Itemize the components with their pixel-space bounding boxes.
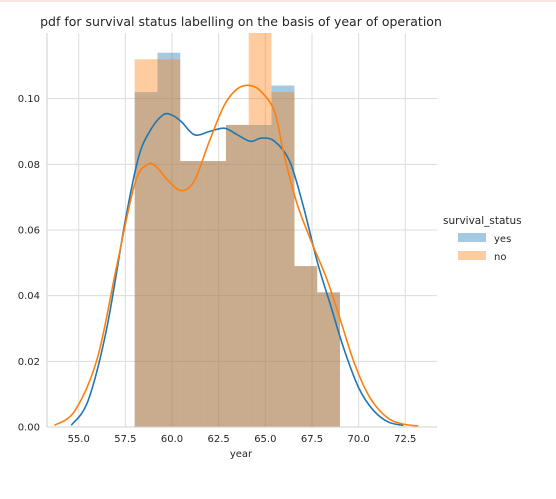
histogram-bar-yes bbox=[134, 92, 158, 427]
histogram-bar-yes bbox=[157, 52, 181, 427]
histogram-bar-no bbox=[157, 59, 181, 428]
histogram-bar-no bbox=[294, 266, 318, 427]
legend-title: survival_status bbox=[443, 215, 522, 227]
y-tick-label: 0.04 bbox=[18, 291, 40, 302]
histogram-bar-no bbox=[225, 124, 249, 427]
axes-frame bbox=[46, 33, 437, 428]
x-tick-label: 72.5 bbox=[394, 434, 416, 445]
x-tick-label: 70.0 bbox=[347, 434, 369, 445]
kde-line-no bbox=[53, 84, 419, 427]
histogram-bar-yes bbox=[317, 292, 340, 427]
histogram-bar-no bbox=[203, 161, 226, 428]
x-axis-ticks: 55.0 57.5 60.0 62.5 65.0 67.5 70.0 72.5 bbox=[68, 434, 417, 445]
histogram-bar-yes bbox=[294, 266, 318, 427]
histogram-bar-yes bbox=[248, 124, 272, 427]
histogram-bar-yes bbox=[203, 161, 226, 428]
legend-swatch-no bbox=[458, 251, 486, 260]
x-tick-label: 60.0 bbox=[161, 434, 183, 445]
y-tick-label: 0.00 bbox=[18, 423, 40, 434]
histogram-bar-no bbox=[248, 33, 272, 427]
histogram-bar-no bbox=[134, 59, 158, 428]
histogram-bar-yes bbox=[225, 124, 249, 427]
x-tick-label: 65.0 bbox=[254, 434, 276, 445]
histogram-bar-yes bbox=[180, 161, 204, 428]
chart-title: pdf for survival status labelling on the… bbox=[40, 14, 442, 29]
y-axis-ticks: 0.00 0.02 0.04 0.06 0.08 0.10 bbox=[18, 94, 40, 433]
histogram-bar-no bbox=[180, 161, 204, 428]
kde-curves bbox=[53, 84, 419, 427]
histogram-bars bbox=[134, 33, 340, 428]
top-accent-bar bbox=[0, 0, 556, 2]
kde-line-yes bbox=[70, 112, 404, 427]
x-tick-label: 55.0 bbox=[68, 434, 90, 445]
legend: survival_status yes no bbox=[443, 215, 522, 263]
legend-swatch-yes bbox=[458, 233, 486, 242]
y-tick-label: 0.02 bbox=[18, 357, 40, 368]
histogram-bar-no bbox=[317, 292, 340, 427]
x-tick-label: 67.5 bbox=[301, 434, 323, 445]
legend-label-yes: yes bbox=[494, 234, 511, 245]
x-axis-label: year bbox=[230, 449, 253, 460]
x-tick-label: 57.5 bbox=[114, 434, 136, 445]
y-tick-label: 0.08 bbox=[18, 160, 40, 171]
legend-label-no: no bbox=[494, 252, 506, 263]
y-tick-label: 0.10 bbox=[18, 94, 40, 105]
y-tick-label: 0.06 bbox=[18, 226, 40, 237]
x-tick-label: 62.5 bbox=[208, 434, 230, 445]
